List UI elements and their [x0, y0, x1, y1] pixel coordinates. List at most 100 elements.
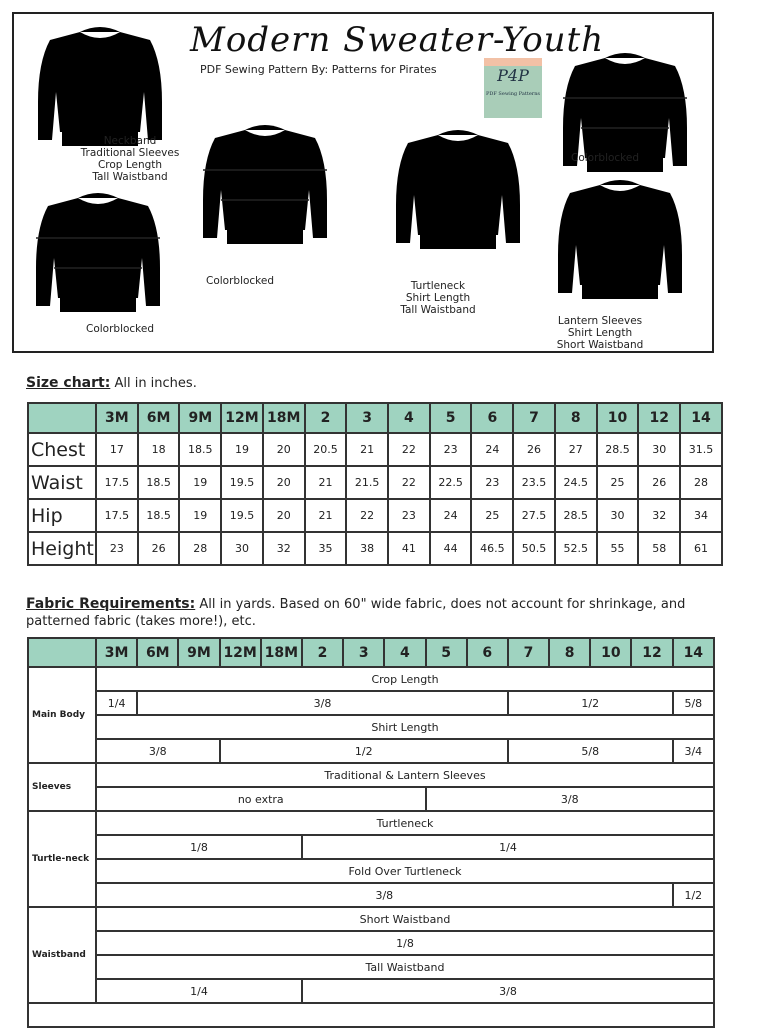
- value-cell: 18.5: [136, 465, 181, 500]
- view-caption: Colorblocked: [50, 323, 190, 335]
- yardage-cell: 1/4: [94, 690, 139, 716]
- yardage-cell: 1/2: [218, 738, 509, 764]
- value-cell: 20: [261, 498, 306, 533]
- size-header: 3: [342, 637, 386, 668]
- size-header: 5: [424, 637, 468, 668]
- value-cell: 19.5: [220, 498, 264, 533]
- caption-line: Crop Length: [97, 159, 163, 171]
- value-cell: 19: [220, 432, 264, 467]
- value-cell: 20: [261, 432, 306, 467]
- value-cell: 55: [595, 531, 640, 566]
- caption-line: Shirt Length: [405, 292, 471, 304]
- size-header: 3M: [94, 637, 139, 668]
- value-cell: 19: [178, 465, 223, 500]
- size-header: 3: [345, 402, 390, 434]
- yardage-cell: 5/8: [671, 690, 716, 716]
- option-title-row: Fold Over Turtleneck: [28, 858, 715, 884]
- value-cell: 28: [178, 531, 223, 566]
- option-title-row: Sleeves Traditional & Lantern Sleeves: [27, 762, 715, 812]
- value-cell: 50.5: [512, 531, 556, 566]
- value-cell: 24: [470, 432, 515, 467]
- yardage-cell: 1/2: [671, 882, 716, 908]
- option-title: Shirt Length: [95, 714, 715, 740]
- size-header: 10: [589, 637, 633, 668]
- view-caption: Lantern Sleeves Shirt Length Short Waistba…: [530, 315, 670, 351]
- option-title: Traditional & Lantern Sleeves: [95, 762, 715, 788]
- value-cell: 30: [637, 432, 682, 467]
- pattern-illustration-panel: [12, 12, 714, 353]
- yardage-cell: 3/8: [424, 786, 715, 812]
- sweater-illustration: [36, 193, 160, 312]
- value-cell: 27.5: [512, 498, 556, 533]
- value-cell: 23: [428, 432, 473, 467]
- yardage-cell: 1/8: [95, 930, 715, 956]
- caption-line: Traditional Sleeves: [80, 147, 180, 159]
- caption-line: Colorblocked: [205, 275, 275, 287]
- size-header: 6: [465, 637, 509, 668]
- value-cell: 41: [387, 531, 431, 566]
- value-cell: 28.5: [553, 498, 598, 533]
- size-header: 4: [383, 637, 427, 668]
- pattern-title: Modern Sweater-Youth: [190, 20, 605, 60]
- caption-line: Tall Waistband: [92, 171, 168, 183]
- option-title-row: Shirt Length: [28, 714, 715, 740]
- value-cell: 44: [428, 531, 473, 566]
- size-header: 12: [630, 637, 674, 668]
- row-label: Hip: [27, 498, 97, 533]
- value-cell: 23: [387, 498, 431, 533]
- yardage-row: 1/8: [28, 930, 715, 956]
- value-cell: 26: [512, 432, 556, 467]
- caption-line: Shirt Length: [567, 327, 633, 339]
- value-cell: 52.5: [553, 531, 598, 566]
- yardage-cell: 3/4: [671, 738, 716, 764]
- value-cell: 32: [637, 498, 682, 533]
- value-cell: 17: [95, 432, 139, 467]
- value-cell: 30: [595, 498, 640, 533]
- size-chart-heading: Size chart: All in inches.: [26, 375, 197, 391]
- value-cell: 22.5: [428, 465, 473, 500]
- yardage-cell: 1/4: [300, 834, 716, 860]
- yardage-cell: 3/8: [95, 738, 221, 764]
- option-title: Fold Over Turtleneck: [95, 858, 715, 884]
- size-header: 3M: [95, 402, 139, 434]
- value-cell: 17.5: [95, 498, 139, 533]
- value-cell: 22: [387, 432, 431, 467]
- option-title: Crop Length: [95, 666, 715, 692]
- caption-line: Turtleneck: [410, 280, 466, 292]
- value-cell: 58: [637, 531, 682, 566]
- sweater-illustration: [203, 125, 327, 244]
- value-cell: 21.5: [345, 465, 390, 500]
- size-header: 2: [300, 637, 345, 668]
- value-cell: 21: [303, 498, 348, 533]
- value-cell: 23: [470, 465, 515, 500]
- value-cell: 24: [428, 498, 473, 533]
- view-caption: Turtleneck Shirt Length Tall Waistband: [368, 280, 508, 316]
- caption-line: Short Waistband: [556, 339, 644, 351]
- size-header: 8: [553, 402, 598, 434]
- option-title-row: Main Body Crop Length: [27, 666, 715, 764]
- value-cell: 17.5: [95, 465, 139, 500]
- yardage-row: 3/8 1/2: [28, 882, 716, 908]
- measurement-row: Height 23 26 28 30 32 35 38 41 44 46.5 50.5 52.5 55 58…: [27, 531, 723, 566]
- caption-line: Lantern Sleeves: [557, 315, 643, 327]
- size-header-row: 3M 6M 9M 12M 18M 2 3 4 5 6 7 8 10 12 14: [27, 402, 723, 434]
- sweater-illustration: [558, 180, 682, 299]
- size-chart-table: 3M 6M 9M 12M 18M 2 3 4 5 6 7 8 10 12 14 Chest 17 18 18.5 19…: [27, 402, 723, 566]
- size-header: 7: [512, 402, 556, 434]
- yardage-cell: 1/8: [95, 834, 303, 860]
- value-cell: 28: [679, 465, 723, 500]
- size-header: 9M: [177, 637, 221, 668]
- yardage-row: 1/4 3/8 1/2 5/8: [28, 690, 716, 716]
- size-header: 14: [671, 637, 716, 668]
- sweater-illustration: [396, 130, 520, 249]
- fabric-requirements-table: 3M 6M 9M 12M 18M 2 3 4 5 6 7 8 10 12 14 Main Body Crop L…: [27, 637, 716, 1028]
- value-cell: 26: [136, 531, 181, 566]
- size-header: 12M: [220, 402, 264, 434]
- size-header: 2: [303, 402, 348, 434]
- p4p-logo: P4P PDF Sewing Patterns: [484, 58, 542, 118]
- size-header: 12: [637, 402, 682, 434]
- option-title: Short Waistband: [95, 906, 715, 932]
- value-cell: 23: [95, 531, 139, 566]
- caption-line: Colorblocked: [85, 323, 155, 335]
- caption-line: Tall Waistband: [400, 304, 476, 316]
